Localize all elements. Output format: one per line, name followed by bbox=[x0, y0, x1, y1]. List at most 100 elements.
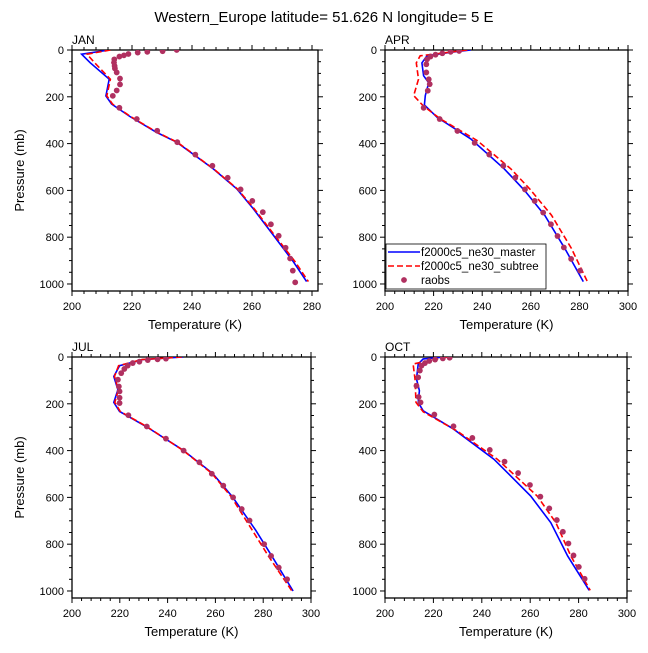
raobs-point bbox=[436, 116, 443, 122]
raobs-point bbox=[196, 459, 203, 466]
panel-label: APR bbox=[385, 33, 410, 47]
raobs-point bbox=[415, 374, 422, 381]
raobs-point bbox=[209, 162, 216, 169]
y-tick-label: 200 bbox=[46, 399, 64, 411]
raobs-point bbox=[163, 357, 169, 362]
raobs-point bbox=[432, 51, 439, 58]
raobs-point bbox=[154, 357, 161, 363]
x-axis-label: Temperature (K) bbox=[460, 317, 554, 332]
raobs-point bbox=[224, 174, 231, 181]
panel-jan: JAN 200 220 240 260 280 0 200 400 600 800 1000 Tempe… bbox=[12, 33, 323, 332]
raobs-point bbox=[208, 470, 215, 477]
raobs-point bbox=[116, 394, 123, 401]
raobs-point bbox=[471, 139, 478, 146]
raobs-point bbox=[423, 69, 430, 76]
x-axis-label: Temperature (K) bbox=[148, 317, 242, 332]
raobs-point bbox=[447, 50, 454, 55]
raobs-point bbox=[143, 423, 150, 430]
x-tick-label: 260 bbox=[521, 608, 539, 620]
x-tick-label: 240 bbox=[183, 301, 201, 313]
raobs-point bbox=[500, 162, 507, 169]
plot-frame bbox=[384, 356, 628, 599]
x-tick-label: 200 bbox=[376, 301, 394, 313]
raobs-point bbox=[249, 198, 256, 204]
x-tick-label: 280 bbox=[254, 608, 272, 620]
raobs-point bbox=[125, 412, 132, 419]
y-tick-label: 0 bbox=[58, 352, 64, 364]
raobs-point bbox=[121, 366, 128, 372]
raobs-point bbox=[116, 104, 123, 111]
y-tick-label: 0 bbox=[371, 352, 377, 364]
y-tick-label: 400 bbox=[46, 139, 64, 151]
raobs-point bbox=[575, 563, 582, 570]
y-tick-label: 0 bbox=[58, 45, 64, 57]
raobs-point bbox=[512, 174, 519, 181]
raobs-point bbox=[246, 517, 253, 524]
raobs-point bbox=[577, 267, 584, 274]
raobs-point bbox=[570, 552, 577, 559]
raobs-point bbox=[121, 52, 127, 59]
figure-title: Western_Europe latitude= 51.626 N longit… bbox=[154, 9, 493, 26]
raobs-point bbox=[144, 50, 151, 55]
x-tick-label: 200 bbox=[63, 301, 81, 313]
raobs-point bbox=[159, 50, 166, 55]
y-tick-label: 1000 bbox=[40, 279, 64, 291]
raobs-point bbox=[446, 357, 453, 361]
raobs-point bbox=[259, 209, 266, 216]
panel-jul: JUL 200 220 240 260 280 300 0 200 400 600 800 1000 Te… bbox=[12, 340, 320, 639]
plot-frame bbox=[384, 49, 629, 292]
y-tick-label: 1000 bbox=[353, 279, 377, 291]
x-tick-label: 300 bbox=[619, 301, 637, 313]
raobs-point bbox=[439, 357, 446, 362]
raobs-point bbox=[548, 221, 554, 228]
raobs-point bbox=[522, 186, 528, 193]
raobs-point bbox=[486, 151, 493, 158]
raobs-point bbox=[287, 255, 293, 262]
x-tick-label: 220 bbox=[123, 301, 141, 313]
raobs-point bbox=[426, 81, 433, 88]
x-tick-label: 300 bbox=[618, 608, 636, 620]
raobs-point bbox=[553, 517, 560, 523]
raobs-point bbox=[136, 358, 143, 365]
raobs-point bbox=[268, 552, 274, 559]
raobs-point bbox=[416, 367, 423, 374]
raobs-point bbox=[425, 76, 432, 83]
panel-label: JAN bbox=[72, 33, 95, 47]
y-tick-label: 800 bbox=[359, 539, 377, 551]
raobs-point bbox=[113, 69, 120, 76]
y-tick-label: 800 bbox=[359, 232, 377, 244]
panel-label: JUL bbox=[72, 340, 94, 354]
raobs-point bbox=[268, 221, 274, 228]
raobs-point bbox=[486, 446, 493, 453]
y-tick-label: 600 bbox=[359, 185, 377, 197]
x-tick-label: 240 bbox=[473, 608, 491, 620]
raobs-point bbox=[134, 50, 141, 56]
raobs-point bbox=[113, 87, 120, 94]
raobs-point bbox=[133, 116, 140, 122]
raobs-point bbox=[125, 51, 132, 57]
raobs-point bbox=[568, 256, 575, 262]
y-tick-label: 600 bbox=[46, 185, 64, 197]
raobs-point bbox=[117, 81, 123, 88]
plot-frame bbox=[71, 356, 312, 599]
raobs-point bbox=[289, 267, 296, 274]
y-tick-label: 200 bbox=[359, 399, 377, 411]
raobs-point bbox=[154, 127, 161, 134]
raobs-point bbox=[456, 50, 463, 54]
raobs-point bbox=[454, 128, 461, 134]
raobs-point bbox=[109, 92, 116, 99]
raobs-point bbox=[581, 575, 588, 582]
raobs-point bbox=[174, 139, 181, 146]
raobs-point bbox=[173, 50, 180, 53]
y-tick-label: 400 bbox=[359, 446, 377, 458]
raobs-point bbox=[431, 411, 438, 418]
x-tick-label: 240 bbox=[158, 608, 176, 620]
raobs-point bbox=[292, 279, 299, 286]
raobs-point bbox=[546, 505, 553, 512]
y-axis-label: Pressure (mb) bbox=[12, 436, 27, 518]
raobs-point bbox=[417, 399, 424, 406]
subtree-line bbox=[412, 357, 591, 591]
raobs-point bbox=[501, 458, 508, 465]
raobs-point bbox=[118, 370, 125, 377]
raobs-point bbox=[424, 87, 431, 94]
